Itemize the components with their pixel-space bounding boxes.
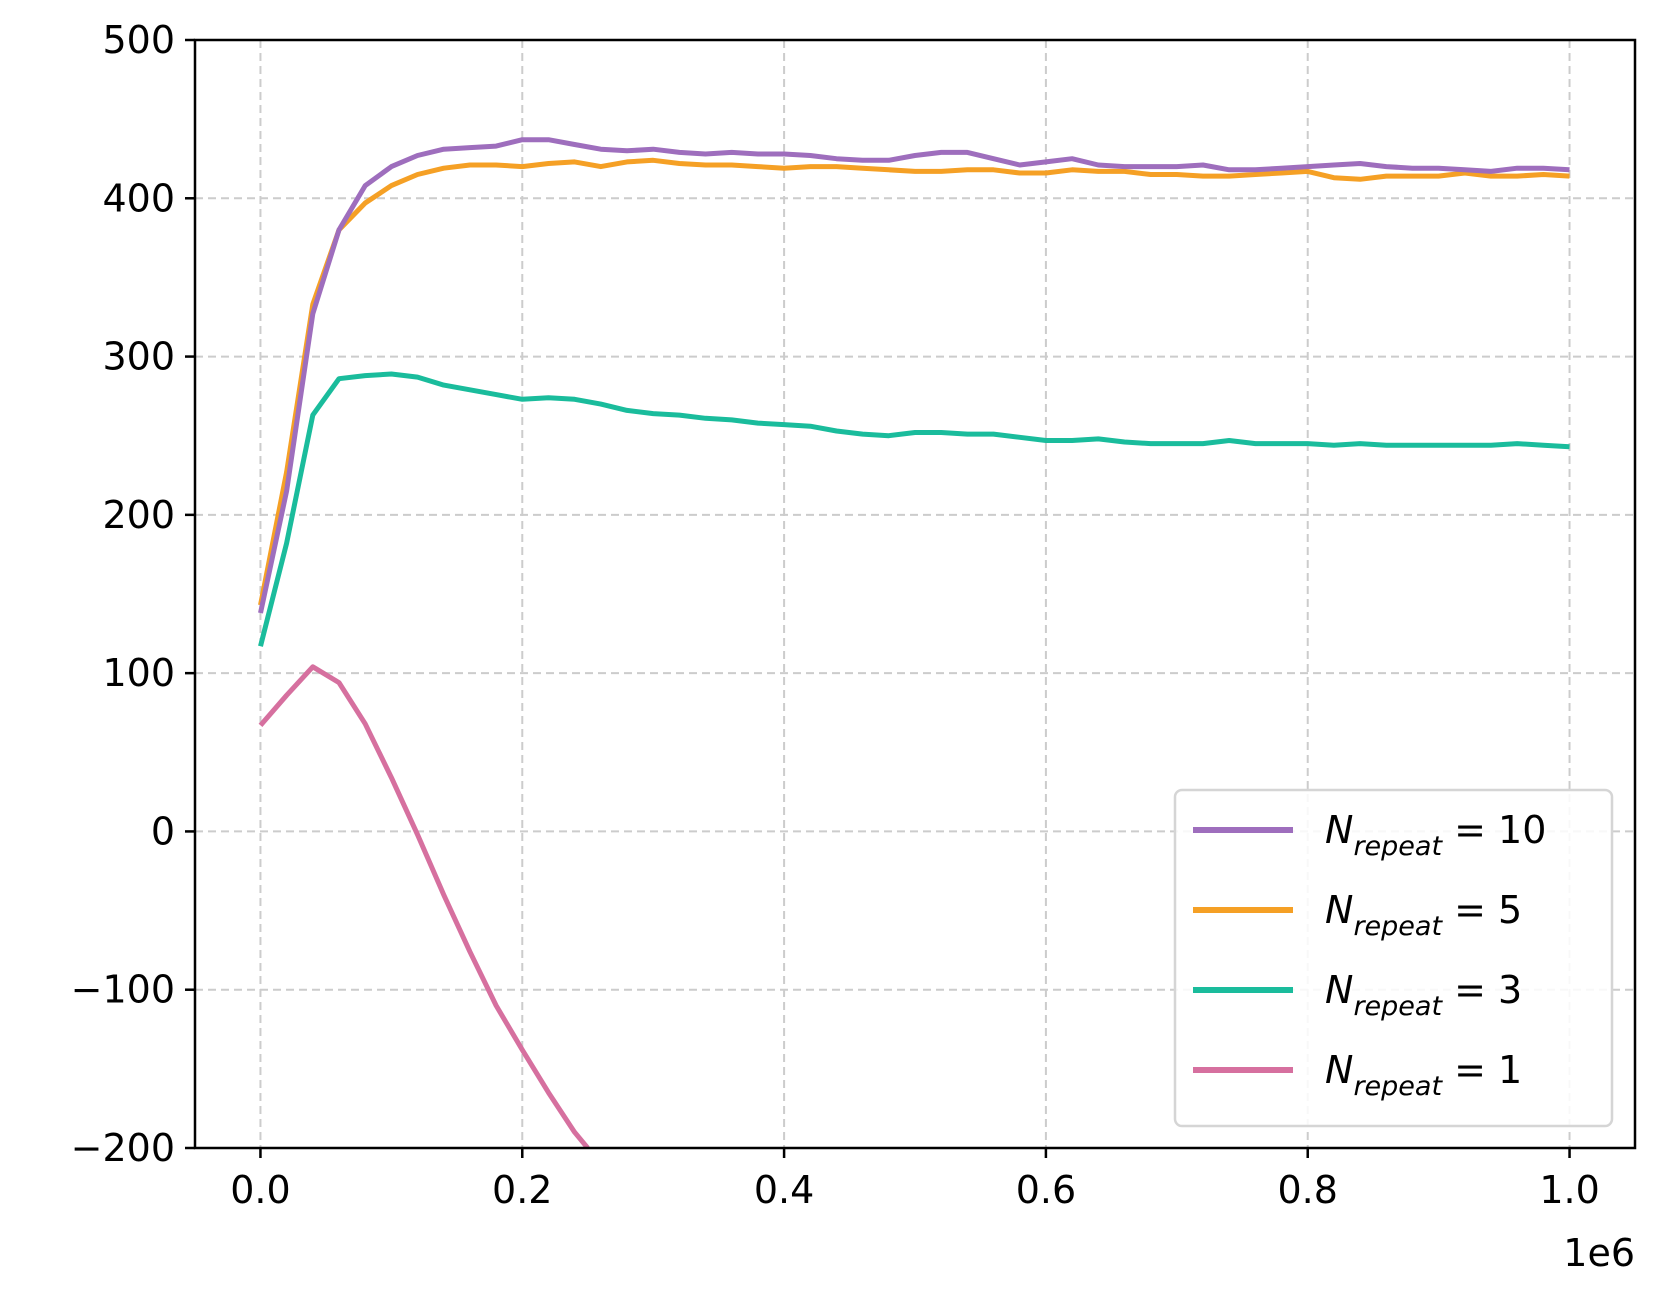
y-tick-label: 0	[151, 809, 175, 853]
y-tick-label: 400	[102, 176, 175, 220]
series-lines	[258, 137, 1570, 1148]
y-tick-label: 300	[102, 335, 175, 379]
series-line-repeat-5	[258, 157, 1570, 606]
x-tick-label: 0.2	[492, 1168, 552, 1212]
y-tick-label: −200	[71, 1126, 175, 1170]
x-tick-label: 1.0	[1539, 1168, 1599, 1212]
x-tick-label: 0.6	[1016, 1168, 1076, 1212]
legend-entry: Nrepeat = 5	[1325, 888, 1522, 942]
legend-entry: Nrepeat = 1	[1325, 1048, 1522, 1102]
axis-ticks: 0.0 0.2 0.4 0.6 0.8 1.0 −200 −100 0 100 200 300 400 5…	[71, 18, 1600, 1212]
legend-entry: Nrepeat = 10	[1325, 808, 1546, 862]
series-line-repeat-3	[258, 371, 1570, 647]
series-line-repeat-10	[258, 137, 1570, 614]
y-tick-label: 100	[102, 651, 175, 695]
y-tick-label: 200	[102, 493, 175, 537]
x-tick-label: 0.8	[1278, 1168, 1338, 1212]
series-line-repeat-1	[258, 664, 590, 1148]
x-tick-label: 0.4	[754, 1168, 814, 1212]
plot-area-frame	[193, 38, 1637, 1150]
y-tick-label: −100	[71, 968, 175, 1012]
legend-entry: Nrepeat = 3	[1325, 968, 1522, 1022]
y-tick-label: 500	[102, 18, 175, 62]
x-axis-offset-label: 1e6	[1563, 1231, 1635, 1275]
legend: Nrepeat = 10 Nrepeat = 5 Nrepeat = 3 Nrepea…	[1173, 788, 1614, 1128]
legend-box	[1173, 788, 1614, 1128]
x-tick-label: 0.0	[230, 1168, 290, 1212]
